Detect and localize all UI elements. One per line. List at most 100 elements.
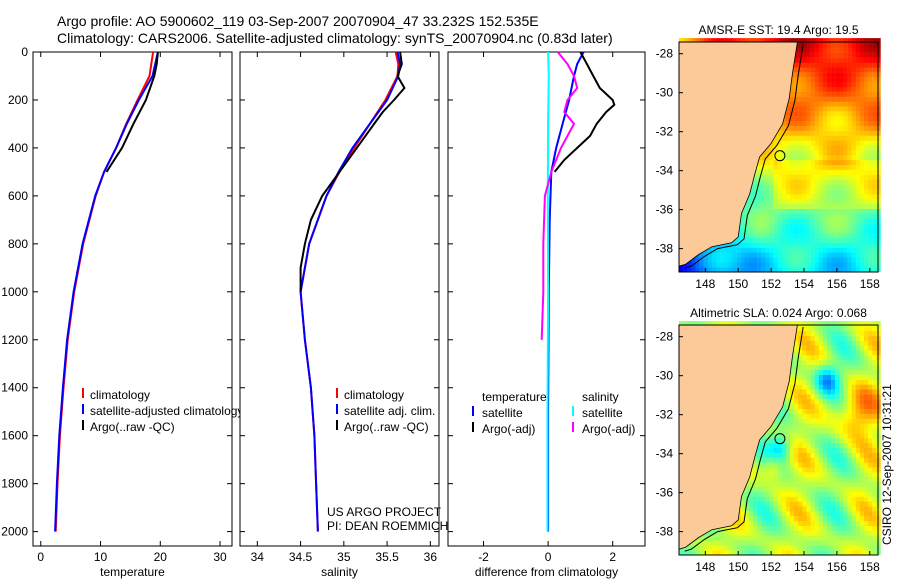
map-cell [855, 369, 861, 375]
map-cell [716, 252, 721, 258]
map-cell [847, 447, 852, 453]
map-cell [790, 501, 795, 507]
map-cell [876, 233, 881, 239]
map-cell [859, 428, 865, 434]
map-cell [773, 247, 778, 253]
map-cell [876, 140, 881, 146]
map-cell [728, 530, 733, 536]
map-cell [818, 394, 824, 400]
map-cell [748, 242, 754, 248]
map-cell [864, 423, 869, 429]
map-cell [810, 335, 815, 341]
map-cell [868, 413, 873, 419]
map-cell [818, 535, 824, 541]
map-cell [720, 545, 725, 551]
map-cell [859, 511, 865, 517]
map-cell [773, 228, 778, 234]
map-cell [814, 101, 819, 107]
map-cell [798, 218, 803, 224]
map-cell [847, 111, 852, 117]
map-cell [872, 242, 877, 248]
map-cell [765, 267, 770, 273]
map-cell [769, 203, 774, 209]
map-cell [839, 96, 844, 102]
map-cell [864, 481, 869, 487]
map-cell [851, 208, 856, 214]
map-cell [785, 257, 791, 263]
map-cell [806, 184, 811, 190]
x-tick-label: 2 [609, 550, 616, 564]
map-cell [790, 145, 795, 151]
map-cell [810, 462, 815, 468]
map-cell [802, 511, 807, 517]
map-cell [810, 501, 815, 507]
map-cell [827, 169, 832, 175]
map-cell [868, 452, 873, 458]
map-cell [777, 438, 782, 444]
map-cell [790, 477, 795, 483]
map-cell [810, 321, 815, 327]
map-cell [753, 247, 758, 253]
map-cell [851, 530, 856, 536]
map-cell [748, 511, 754, 517]
map-cell [876, 242, 881, 248]
map-cell [835, 130, 840, 136]
map-cell [835, 438, 840, 444]
map-cell [831, 106, 836, 112]
map-cell [814, 330, 819, 336]
map-cell [785, 194, 791, 200]
map-cell [831, 374, 836, 380]
map-cell [822, 43, 828, 49]
map-cell [835, 184, 840, 190]
map-cell [707, 535, 713, 541]
map-cell [777, 252, 782, 258]
y-tick-label: 0 [21, 45, 28, 59]
map-cell [876, 374, 881, 380]
map-cell [814, 72, 819, 78]
map-cell [843, 379, 848, 385]
map-cell [847, 179, 852, 185]
map-cell [831, 135, 836, 141]
map-cell [806, 72, 811, 78]
map-cell [736, 262, 741, 268]
map-cell [872, 91, 877, 97]
map-cell [798, 62, 803, 68]
map-cell [851, 38, 856, 44]
map-cell [794, 67, 799, 73]
map-cell [843, 340, 848, 346]
map-cell [831, 125, 836, 131]
map-cell [736, 530, 741, 536]
map-cell [868, 228, 873, 234]
map-cell [814, 267, 819, 273]
map-cell [748, 267, 754, 273]
map-cell [703, 550, 708, 556]
map-cell [843, 481, 848, 487]
map-cell [711, 267, 717, 273]
map-cell [872, 179, 877, 185]
map-cell [777, 198, 782, 204]
map-cell [773, 545, 778, 551]
map-cell [851, 67, 856, 73]
map-cell [798, 228, 803, 234]
map-cell [847, 496, 852, 502]
map-cell [827, 67, 832, 73]
map-cell [864, 496, 869, 502]
map-cell [794, 262, 799, 268]
map-cell [707, 550, 713, 556]
profile-panel-3 [447, 51, 646, 547]
map-cell [802, 145, 807, 151]
map-cell [798, 96, 803, 102]
map-cell [806, 535, 811, 541]
map-cell [769, 520, 774, 526]
map-cell [876, 345, 881, 351]
map-cell [822, 47, 828, 53]
x-tick-label: -2 [478, 550, 489, 564]
map-cell [868, 77, 873, 83]
map-cell [748, 237, 754, 243]
map-cell [765, 462, 770, 468]
map-cell [835, 169, 840, 175]
map-cell [744, 321, 750, 327]
map-cell [847, 481, 852, 487]
map-cell [687, 38, 692, 44]
map-cell [790, 91, 795, 97]
